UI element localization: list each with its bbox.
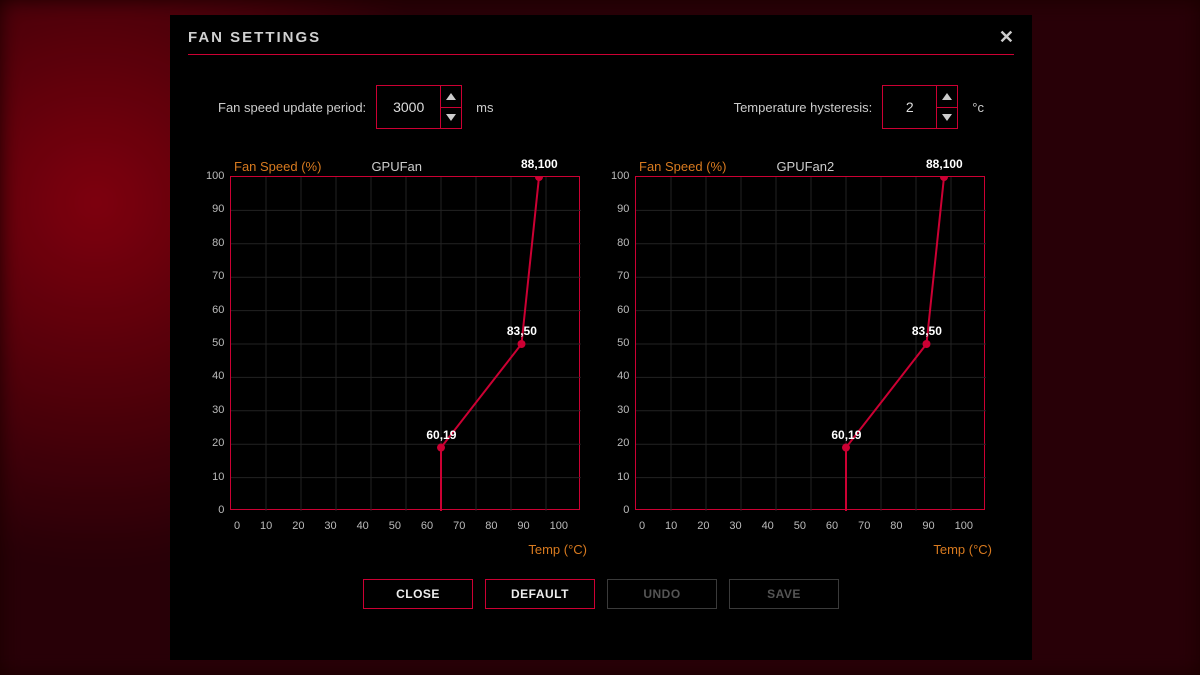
close-button[interactable]: CLOSE bbox=[363, 579, 473, 609]
fan-curve-chart: Fan Speed (%) GPUFan2 10090807060504030201… bbox=[611, 159, 996, 557]
undo-button: UNDO bbox=[607, 579, 717, 609]
button-row: CLOSE DEFAULT UNDO SAVE bbox=[188, 579, 1014, 609]
x-ticks: 0102030405060708090100 bbox=[611, 520, 973, 532]
x-axis-label: Temp (°C) bbox=[611, 542, 996, 557]
y-ticks: 1009080706050403020100 bbox=[611, 170, 635, 516]
y-ticks: 1009080706050403020100 bbox=[206, 170, 230, 516]
curve-point-label: 83,50 bbox=[912, 324, 942, 338]
x-axis-label: Temp (°C) bbox=[206, 542, 591, 557]
title-divider bbox=[188, 54, 1014, 55]
update-period-up[interactable] bbox=[441, 86, 461, 108]
chevron-up-icon bbox=[942, 93, 952, 100]
update-period-down[interactable] bbox=[441, 108, 461, 129]
curve-point-label: 83,50 bbox=[507, 324, 537, 338]
hysteresis-unit: °c bbox=[972, 100, 984, 115]
update-period-stepper[interactable]: 3000 bbox=[376, 85, 462, 129]
fan-curve-chart: Fan Speed (%) GPUFan 100908070605040302010… bbox=[206, 159, 591, 557]
modal-title: FAN SETTINGS bbox=[188, 29, 321, 46]
hysteresis-up[interactable] bbox=[937, 86, 957, 108]
y-axis-label: Fan Speed (%) bbox=[639, 159, 726, 174]
chart-name: GPUFan bbox=[371, 159, 422, 174]
update-period-unit: ms bbox=[476, 100, 493, 115]
chevron-up-icon bbox=[446, 93, 456, 100]
x-ticks: 0102030405060708090100 bbox=[206, 520, 568, 532]
chart-name: GPUFan2 bbox=[776, 159, 834, 174]
fan-settings-modal: FAN SETTINGS ✕ Fan speed update period: … bbox=[170, 15, 1032, 660]
default-button[interactable]: DEFAULT bbox=[485, 579, 595, 609]
save-button: SAVE bbox=[729, 579, 839, 609]
update-period-value[interactable]: 3000 bbox=[377, 86, 441, 128]
curve-point-label: 88,100 bbox=[926, 157, 963, 171]
hysteresis-stepper[interactable]: 2 bbox=[882, 85, 958, 129]
fan-curve-plot[interactable]: 60,1983,5088,100 bbox=[230, 176, 580, 510]
fan-curve-plot[interactable]: 60,1983,5088,100 bbox=[635, 176, 985, 510]
hysteresis-control: Temperature hysteresis: 2 °c bbox=[734, 85, 984, 129]
update-period-label: Fan speed update period: bbox=[218, 100, 366, 115]
charts-row: Fan Speed (%) GPUFan 100908070605040302010… bbox=[188, 159, 1014, 557]
curve-point-label: 60,19 bbox=[426, 428, 456, 442]
chevron-down-icon bbox=[446, 114, 456, 121]
close-icon[interactable]: ✕ bbox=[999, 27, 1014, 48]
update-period-control: Fan speed update period: 3000 ms bbox=[218, 85, 494, 129]
hysteresis-label: Temperature hysteresis: bbox=[734, 100, 873, 115]
curve-point-label: 88,100 bbox=[521, 157, 558, 171]
hysteresis-value[interactable]: 2 bbox=[883, 86, 937, 128]
y-axis-label: Fan Speed (%) bbox=[234, 159, 321, 174]
curve-point-label: 60,19 bbox=[831, 428, 861, 442]
chevron-down-icon bbox=[942, 114, 952, 121]
controls-row: Fan speed update period: 3000 ms Tempera… bbox=[188, 85, 1014, 129]
hysteresis-down[interactable] bbox=[937, 108, 957, 129]
